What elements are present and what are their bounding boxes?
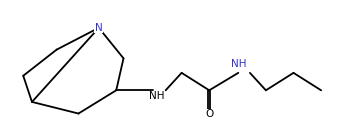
- Text: N: N: [95, 23, 103, 33]
- Text: NH: NH: [149, 91, 165, 101]
- Text: NH: NH: [231, 59, 246, 69]
- Text: O: O: [205, 109, 214, 119]
